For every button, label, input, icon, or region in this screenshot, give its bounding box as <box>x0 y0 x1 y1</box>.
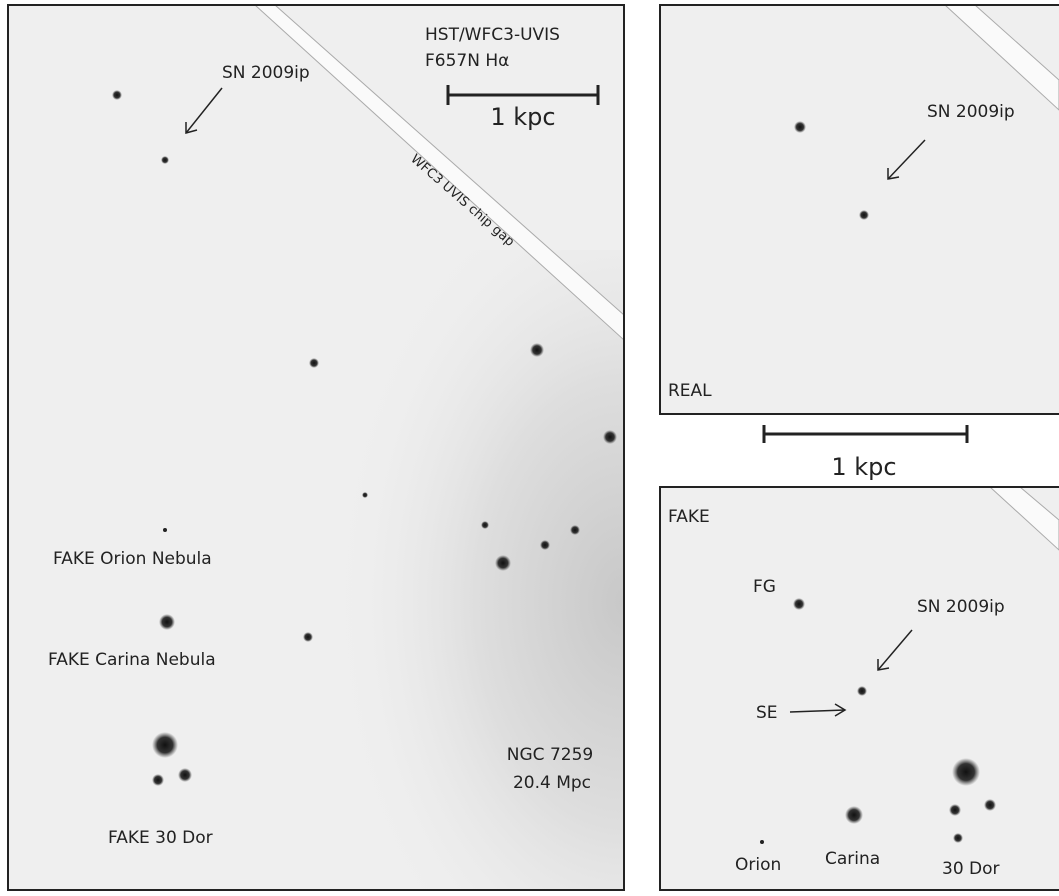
galaxy-label: NGC 7259 <box>507 745 593 765</box>
scale-bar <box>764 425 967 443</box>
target-label: SN 2009ip <box>927 102 1015 122</box>
se-label: SE <box>756 703 778 723</box>
fg-label: FG <box>753 577 776 597</box>
region-label: FAKE Carina Nebula <box>48 650 216 670</box>
scale-label: 1 kpc <box>831 453 896 481</box>
target-label: SN 2009ip <box>917 597 1005 617</box>
panel-label: FAKE <box>668 507 710 527</box>
region-label: FAKE Orion Nebula <box>53 549 212 569</box>
top-right-image <box>660 5 1059 414</box>
scale-label: 1 kpc <box>490 103 555 131</box>
figure: HST/WFC3-UVIS F657N Hα 1 kpc WFC3 UVIS c… <box>0 0 1059 896</box>
region-label: 30 Dor <box>942 859 1000 879</box>
panel-label: REAL <box>668 381 712 401</box>
filter: F657N Hα <box>425 51 509 71</box>
instrument: HST/WFC3-UVIS <box>425 25 560 45</box>
region-label: Carina <box>825 849 880 869</box>
region-label: Orion <box>735 855 781 875</box>
region-label: FAKE 30 Dor <box>108 828 213 848</box>
target-label: SN 2009ip <box>222 63 310 83</box>
distance-label: 20.4 Mpc <box>513 773 591 793</box>
bottom-right-image <box>660 487 1059 890</box>
